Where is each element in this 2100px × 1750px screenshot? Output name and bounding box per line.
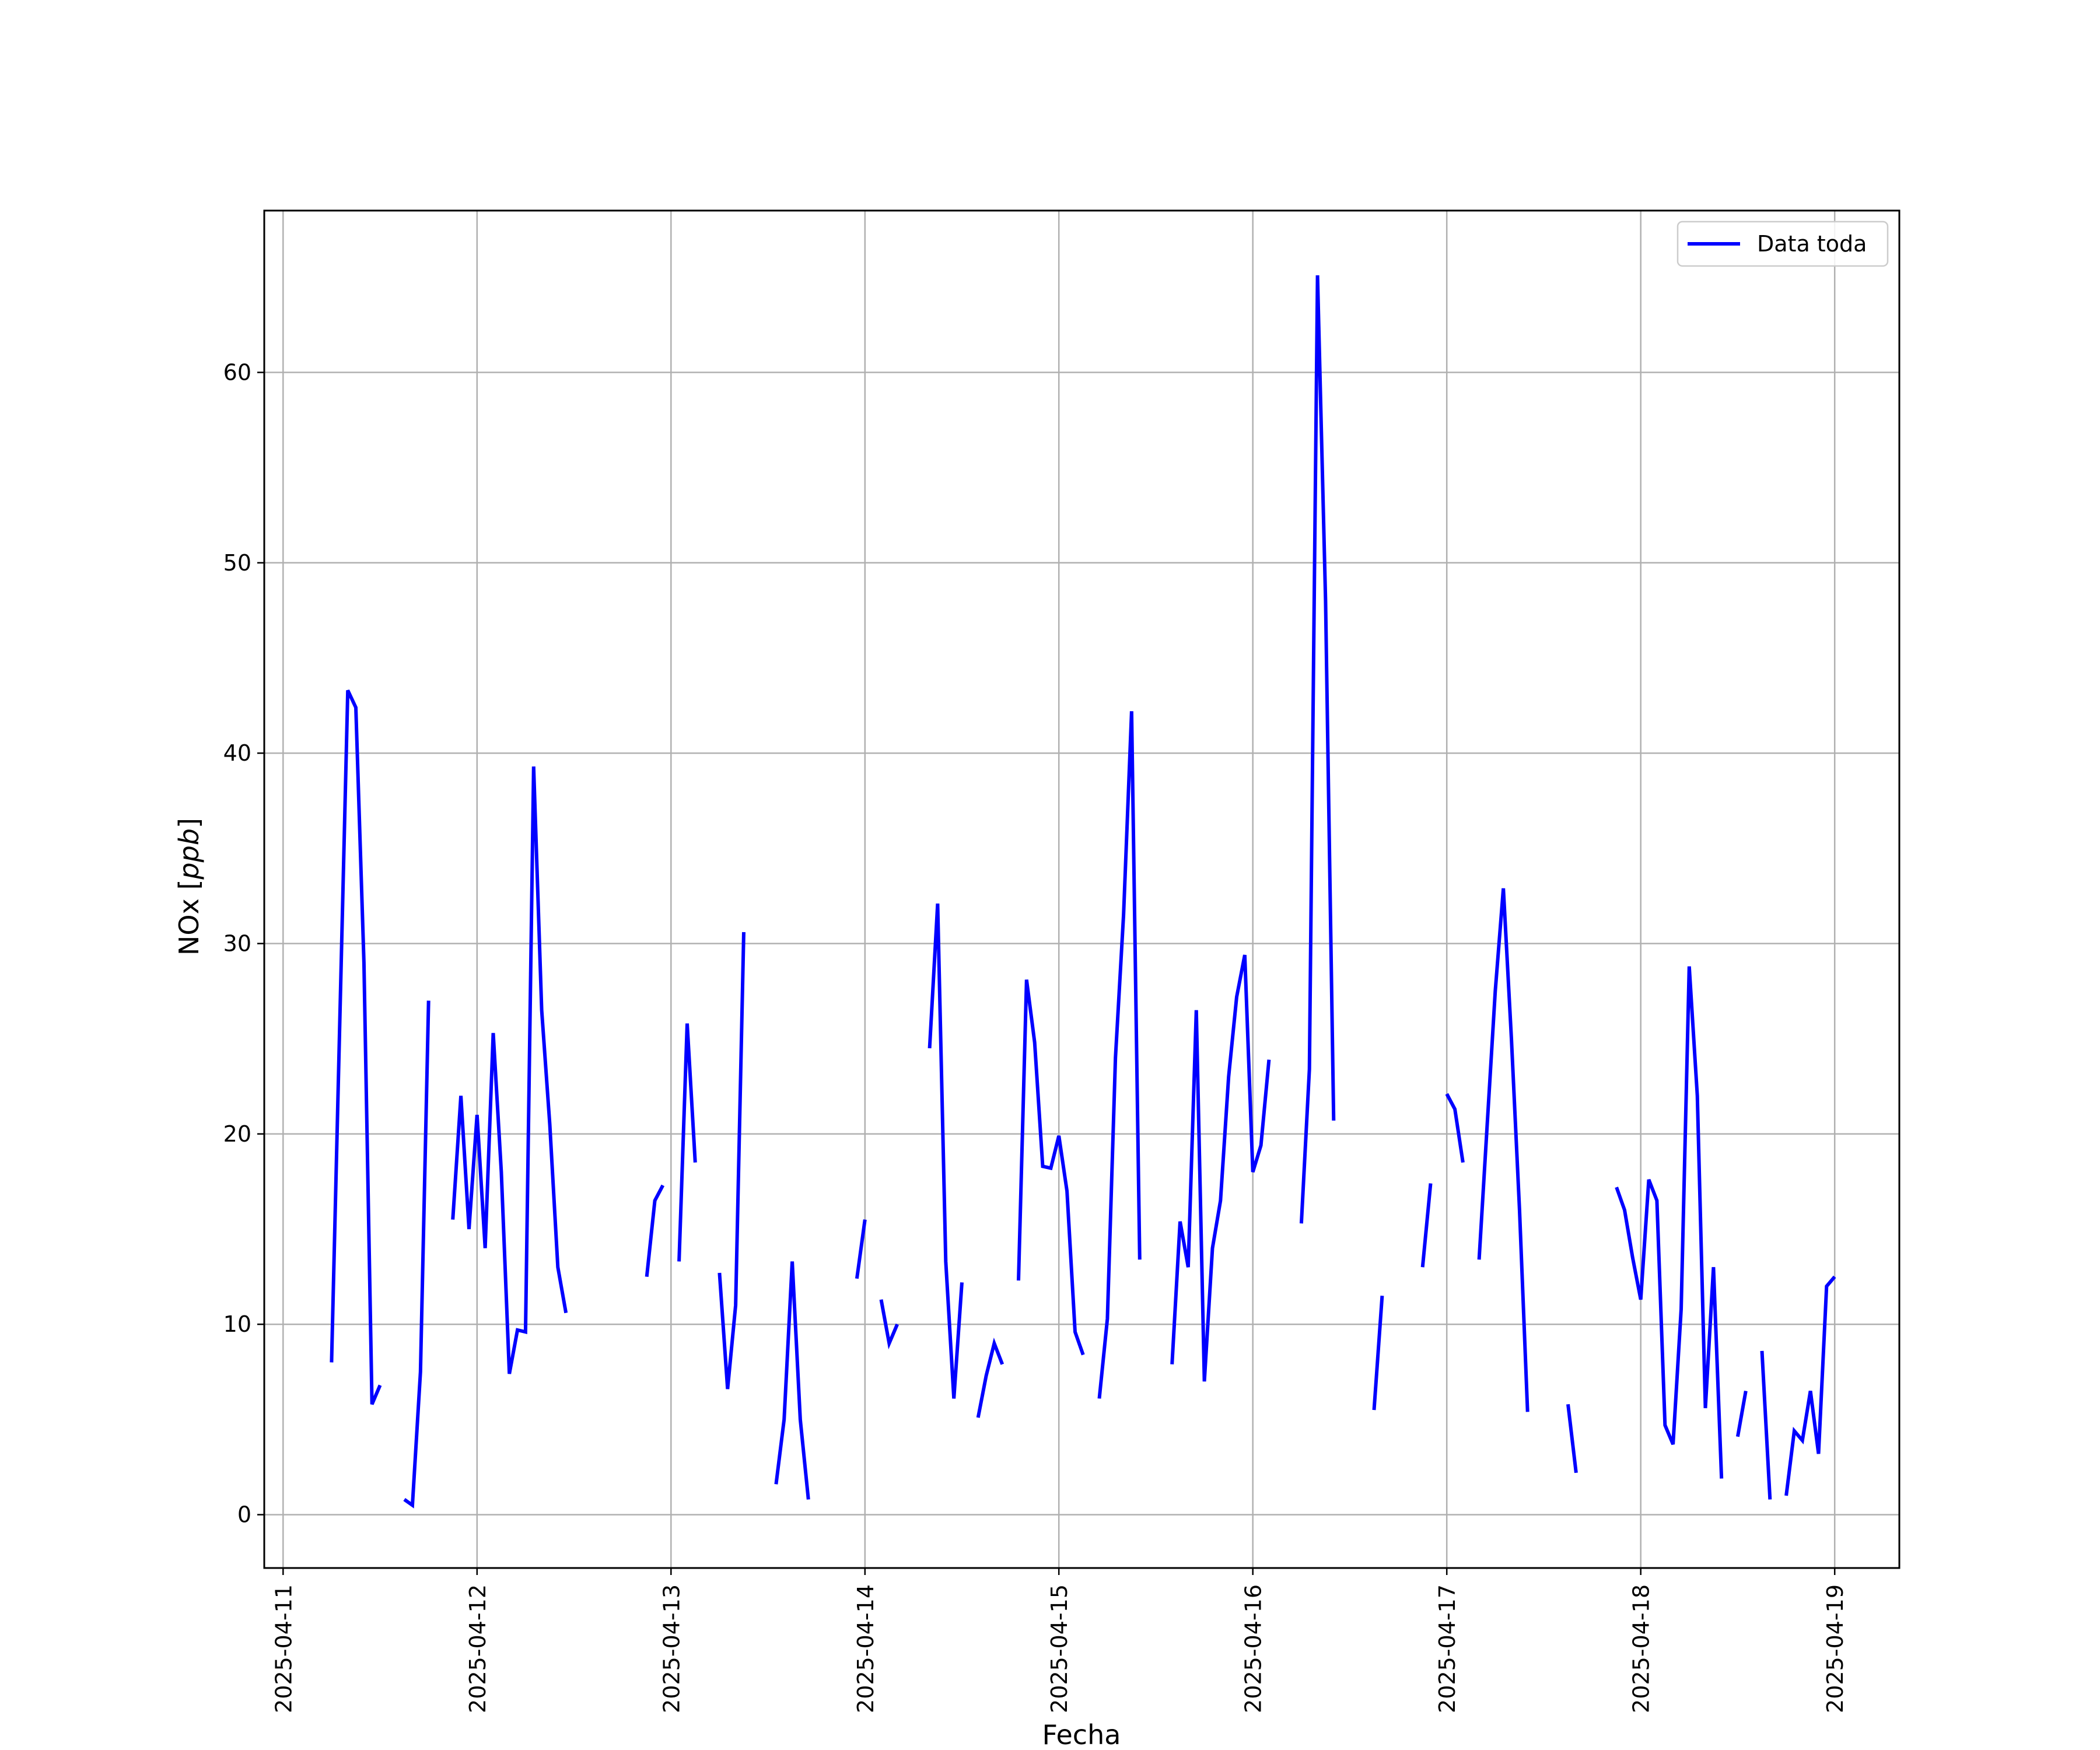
y-tick-label-50: 50 <box>223 550 251 576</box>
series-layer <box>330 275 1836 1508</box>
series-0-segment-0 <box>330 690 382 1405</box>
x-tick-label-2025-04-14: 2025-04-14 <box>853 1584 878 1713</box>
series-0-segment-6 <box>774 1261 810 1500</box>
plot-area-frame <box>263 209 1901 1569</box>
x-tick-label-2025-04-18: 2025-04-18 <box>1629 1584 1654 1713</box>
x-tick-label-2025-04-11: 2025-04-11 <box>271 1584 296 1713</box>
y-tick-label-60: 60 <box>223 359 251 385</box>
series-0-segment-9 <box>928 903 964 1399</box>
legend-label-data-toda: Data toda <box>1757 231 1867 257</box>
y-tick-label-10: 10 <box>223 1311 251 1337</box>
series-0-segment-10 <box>976 1337 1005 1418</box>
legend: Data toda <box>1676 220 1889 267</box>
y-axis-ticks: 0 10 20 30 40 50 60 <box>223 359 264 1528</box>
x-axis-ticks: 2025-04-11 2025-04-12 2025-04-13 2025-04-14… <box>271 1568 1848 1713</box>
y-axis-title-main: NOx <box>173 898 205 956</box>
series-0-segment-13 <box>1170 954 1271 1382</box>
y-axis-title-unit: ppb <box>173 828 205 880</box>
y-tick-label-0: 0 <box>237 1502 251 1528</box>
series-0-segment-15 <box>1372 1296 1384 1410</box>
series-0-segment-5 <box>718 932 746 1390</box>
x-tick-label-2025-04-12: 2025-04-12 <box>465 1584 491 1713</box>
y-tick-label-20: 20 <box>223 1121 251 1147</box>
x-tick-label-2025-04-19: 2025-04-19 <box>1822 1584 1848 1713</box>
series-0-segment-20 <box>1615 966 1724 1479</box>
y-tick-label-30: 30 <box>223 931 251 957</box>
series-0-segment-2 <box>451 766 568 1374</box>
series-0-segment-22 <box>1760 1350 1772 1500</box>
y-tick-label-40: 40 <box>223 740 251 766</box>
series-0-segment-14 <box>1299 275 1336 1224</box>
series-0-segment-12 <box>1097 711 1142 1399</box>
y-axis-title: NOx [ppb] <box>173 818 205 956</box>
series-0-segment-23 <box>1784 1275 1836 1496</box>
series-0-segment-21 <box>1735 1390 1748 1437</box>
x-tick-label-2025-04-16: 2025-04-16 <box>1241 1584 1266 1713</box>
series-0-segment-16 <box>1420 1183 1433 1268</box>
series-0-segment-1 <box>403 1000 430 1508</box>
grid-lines <box>264 211 1899 1568</box>
series-0-segment-17 <box>1445 1093 1465 1163</box>
x-axis-title: Fecha <box>1042 1719 1121 1750</box>
series-0-segment-8 <box>879 1299 899 1350</box>
series-0-segment-3 <box>645 1184 665 1278</box>
series-0-segment-18 <box>1477 888 1530 1412</box>
series-0-segment-19 <box>1566 1404 1578 1474</box>
series-0-segment-4 <box>677 1023 697 1262</box>
x-tick-label-2025-04-15: 2025-04-15 <box>1046 1584 1072 1713</box>
series-0-segment-7 <box>855 1219 867 1279</box>
x-tick-label-2025-04-13: 2025-04-13 <box>659 1584 684 1713</box>
x-tick-label-2025-04-17: 2025-04-17 <box>1434 1584 1460 1713</box>
legend-box <box>1676 220 1889 267</box>
series-0-segment-11 <box>1017 979 1085 1356</box>
